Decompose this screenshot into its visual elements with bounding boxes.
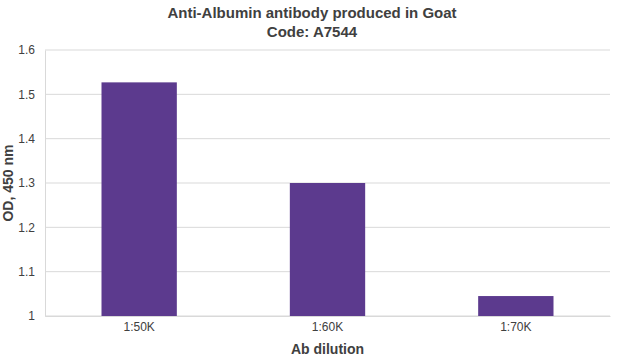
tick-label: 1.5 [18, 88, 35, 102]
tick: 1:50K [123, 316, 154, 334]
bar [102, 82, 177, 316]
tick: 1.4 [18, 132, 45, 146]
tick: 1.2 [18, 221, 45, 235]
axis-line [45, 51, 46, 317]
tick-label: 1:50K [123, 320, 154, 334]
chart: 1 1.1 1.2 1.3 1.4 1.5 1.6 1:50K 1:60K 1:70K Anti-A… [0, 0, 624, 360]
axis-line [46, 316, 611, 317]
tick-label: 1.1 [18, 265, 35, 279]
tick-label: 1:60K [312, 320, 343, 334]
grid-line [45, 50, 610, 51]
title: Anti-Albumin antibody produced in Goat [167, 4, 456, 21]
tick: 1:60K [312, 316, 343, 334]
bar [478, 296, 553, 316]
tick-label: 1 [28, 309, 35, 323]
grid [45, 50, 610, 316]
plot-area: 1 1.1 1.2 1.3 1.4 1.5 1.6 1:50K 1:60K 1:70K [18, 43, 610, 333]
bars [102, 82, 554, 316]
tick: 1.3 [18, 176, 45, 190]
subtitle: Code: A7544 [267, 23, 358, 40]
tick-label: 1.6 [18, 43, 35, 57]
x-axis: 1:50K 1:60K 1:70K [46, 316, 611, 334]
tick-label: 1.3 [18, 176, 35, 190]
tick: 1 [28, 309, 45, 323]
tick: 1:70K [500, 316, 531, 334]
tick: 1.6 [18, 43, 45, 57]
x-axis-title: Ab dilution [291, 341, 364, 357]
tick-label: 1:70K [500, 320, 531, 334]
tick: 1.5 [18, 88, 45, 102]
tick-label: 1.4 [18, 132, 35, 146]
y-axis-title: OD, 450 nm [0, 144, 16, 221]
tick: 1.1 [18, 265, 45, 279]
y-axis: 1 1.1 1.2 1.3 1.4 1.5 1.6 [18, 43, 45, 323]
tick-label: 1.2 [18, 221, 35, 235]
bar [290, 183, 365, 316]
